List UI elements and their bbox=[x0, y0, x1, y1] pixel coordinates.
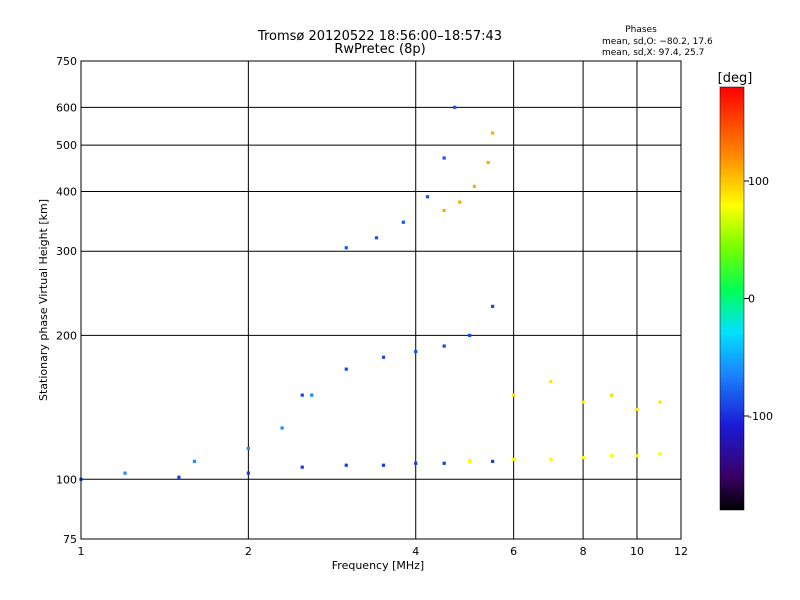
colorbar-tick-label: 0 bbox=[748, 293, 755, 306]
trace-7-point bbox=[658, 400, 662, 404]
y-tick-label: 300 bbox=[56, 245, 77, 258]
chart-subtitle: RwPretec (8p) bbox=[334, 42, 425, 57]
trace-3-point bbox=[374, 236, 379, 240]
colorbar-ticks: 100 0 -100 bbox=[744, 175, 773, 423]
trace-6-point bbox=[549, 457, 553, 462]
trace-3-point bbox=[442, 156, 446, 160]
plot-frame bbox=[80, 60, 682, 540]
trace-7-point bbox=[549, 380, 553, 384]
x-ticks: 1 2 4 6 8 10 12 bbox=[78, 545, 689, 558]
trace-5-point bbox=[442, 344, 446, 348]
trace-1-point bbox=[414, 461, 418, 465]
trace-5-point bbox=[491, 304, 495, 308]
trace-4-point bbox=[491, 131, 495, 135]
y-tick-label: 750 bbox=[56, 55, 77, 68]
trace-6-point bbox=[468, 459, 472, 463]
trace-1-point bbox=[381, 463, 386, 467]
trace-4-point bbox=[486, 160, 490, 165]
colorbar-tick-label: -100 bbox=[748, 410, 773, 423]
trace-2-point bbox=[280, 426, 284, 430]
trace-3-point bbox=[425, 195, 430, 199]
colorbar-tick-label: 100 bbox=[748, 175, 769, 188]
trace-6-point bbox=[635, 454, 639, 458]
colorbar-label: [deg] bbox=[718, 71, 753, 86]
y-tick-label: 500 bbox=[56, 139, 77, 152]
trace-7-point bbox=[581, 400, 585, 404]
y-tick-label: 400 bbox=[56, 185, 77, 198]
trace-2-point bbox=[310, 393, 314, 397]
x-tick-label: 8 bbox=[580, 545, 587, 558]
trace-1-point bbox=[177, 475, 181, 479]
trace-3-point bbox=[401, 220, 405, 224]
trace-6-point bbox=[581, 456, 585, 460]
phases-heading: Phases bbox=[625, 25, 657, 35]
trace-2-point bbox=[246, 446, 250, 451]
phases-o-stats: mean, sd,O: −80.2, 17.6 bbox=[602, 37, 713, 47]
phases-x-stats: mean, sd,X: 97.4, 25.7 bbox=[602, 48, 704, 58]
y-tick-label: 75 bbox=[63, 533, 77, 546]
trace-1-point bbox=[246, 471, 250, 475]
trace-3-point bbox=[453, 105, 457, 109]
trace-5-point bbox=[381, 355, 386, 359]
grid-lines bbox=[81, 61, 681, 539]
x-tick-label: 4 bbox=[412, 545, 419, 558]
trace-2-point bbox=[192, 459, 197, 463]
x-tick-label: 10 bbox=[630, 545, 644, 558]
data-points bbox=[79, 105, 662, 481]
y-tick-label: 100 bbox=[56, 473, 77, 486]
y-ticks: 75 100 200 300 400 500 600 750 bbox=[56, 55, 77, 546]
x-tick-label: 12 bbox=[674, 545, 688, 558]
trace-6-point bbox=[609, 454, 614, 458]
trace-5-point bbox=[300, 393, 304, 397]
trace-5-point bbox=[468, 333, 472, 337]
trace-5-point bbox=[344, 367, 348, 371]
trace-7-point bbox=[512, 393, 516, 397]
trace-4-point bbox=[472, 184, 476, 188]
trace-4-point bbox=[458, 200, 462, 204]
chart-title: Tromsø 20120522 18:56:00–18:57:43 bbox=[257, 29, 502, 44]
colorbar bbox=[719, 86, 745, 511]
trace-7-point bbox=[635, 407, 639, 412]
trace-5-point bbox=[414, 349, 418, 354]
x-tick-label: 1 bbox=[78, 545, 85, 558]
trace-7-point bbox=[609, 393, 614, 397]
y-tick-label: 200 bbox=[56, 329, 77, 342]
y-tick-label: 600 bbox=[56, 101, 77, 114]
x-tick-label: 6 bbox=[510, 545, 517, 558]
x-tick-label: 2 bbox=[245, 545, 252, 558]
trace-1-point bbox=[300, 465, 304, 469]
trace-3-point bbox=[344, 246, 348, 250]
trace-4-point bbox=[442, 208, 446, 213]
trace-1-point bbox=[491, 459, 495, 463]
trace-1-point bbox=[442, 461, 446, 465]
trace-6-point bbox=[512, 457, 516, 462]
x-axis-label: Frequency [MHz] bbox=[332, 559, 424, 572]
trace-6-point bbox=[658, 452, 662, 456]
trace-2-point bbox=[123, 471, 127, 475]
trace-1-point bbox=[344, 463, 348, 467]
y-axis-label: Stationary phase Virtual Height [km] bbox=[37, 199, 50, 401]
